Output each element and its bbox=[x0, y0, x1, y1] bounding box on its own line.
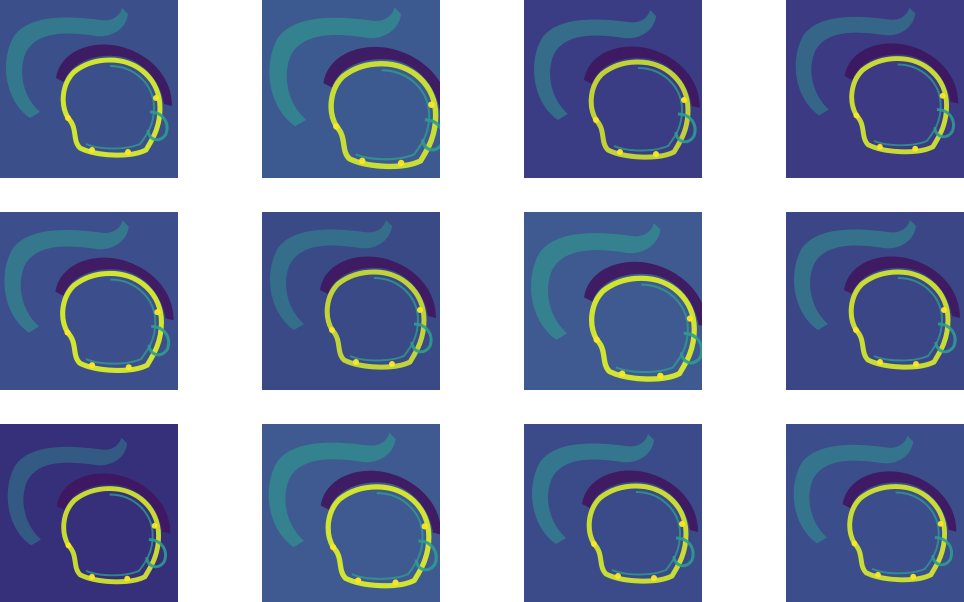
cross-section-image bbox=[262, 0, 440, 178]
image-panel-r1-c1 bbox=[262, 212, 440, 390]
image-panel-r2-c0 bbox=[0, 424, 178, 602]
cross-section-image bbox=[262, 212, 440, 390]
image-panel-r2-c2 bbox=[524, 424, 702, 602]
cross-section-image bbox=[786, 212, 964, 390]
image-panel-r1-c0 bbox=[0, 212, 178, 390]
image-panel-r0-c2 bbox=[524, 0, 702, 178]
image-panel-r0-c0 bbox=[0, 0, 178, 178]
image-panel-r0-c3 bbox=[786, 0, 964, 178]
cross-section-image bbox=[0, 424, 178, 602]
cross-section-image bbox=[524, 212, 702, 390]
image-panel-r1-c3 bbox=[786, 212, 964, 390]
cross-section-image bbox=[786, 0, 964, 178]
image-panel-r2-c1 bbox=[262, 424, 440, 602]
image-panel-r0-c1 bbox=[262, 0, 440, 178]
cross-section-image bbox=[262, 424, 440, 602]
cross-section-image bbox=[524, 424, 702, 602]
cross-section-image bbox=[786, 424, 964, 602]
cross-section-image bbox=[0, 0, 178, 178]
cross-section-image bbox=[524, 0, 702, 178]
image-panel-r1-c2 bbox=[524, 212, 702, 390]
cross-section-image bbox=[0, 212, 178, 390]
image-panel-r2-c3 bbox=[786, 424, 964, 602]
